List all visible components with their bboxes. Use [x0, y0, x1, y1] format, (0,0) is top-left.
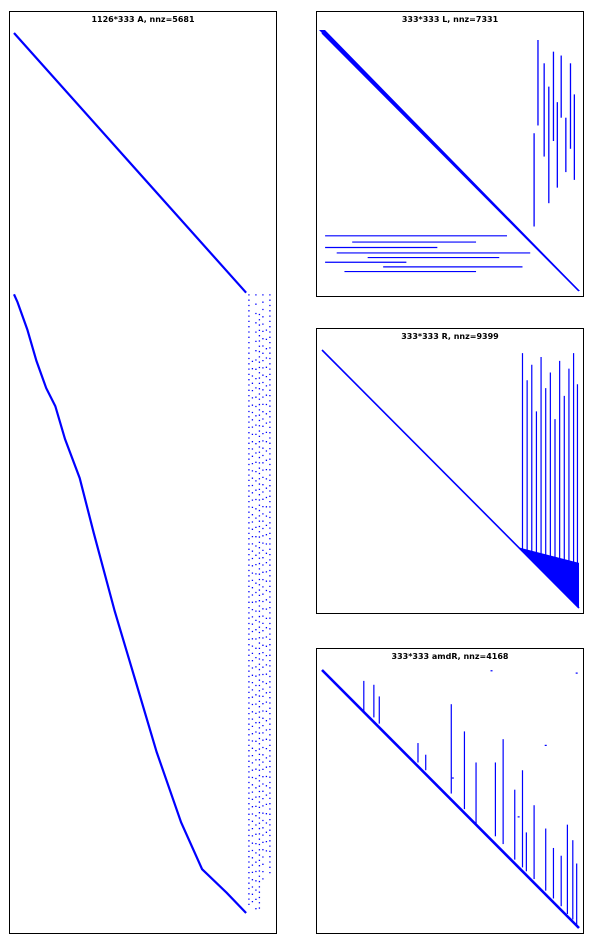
A-lower-curve: [12, 293, 247, 914]
amdR-floating-dot-4: [517, 816, 520, 818]
amdR-floating-dot-3: [451, 777, 454, 779]
amdR-floating-dot-0: [490, 670, 493, 672]
amdR-diagonal: [321, 669, 580, 929]
spy-plot-amdR-title: 333*333 amdR, nnz=4168: [391, 652, 509, 661]
amdR-floating-dot-1: [575, 672, 578, 674]
spy-plot-L-title: 333*333 L, nnz=7331: [401, 15, 499, 24]
spy-plot-amdR-canvas: [321, 669, 580, 929]
amdR-floating-dot-2: [544, 744, 547, 746]
spy-plot-A-title: 1126*333 A, nnz=5681: [91, 15, 195, 24]
spy-plot-amdR: 333*333 amdR, nnz=4168: [316, 648, 584, 934]
spy-plot-L: 333*333 L, nnz=7331: [316, 11, 584, 297]
spy-plot-A: 1126*333 A, nnz=5681: [9, 11, 277, 934]
spy-plot-R-title: 333*333 R, nnz=9399: [401, 332, 499, 341]
spy-plot-A-canvas: [12, 32, 271, 914]
L-diagonal-line: [321, 32, 580, 292]
spy-plot-R: 333*333 R, nnz=9399: [316, 328, 584, 614]
spy-plot-L-canvas: [319, 30, 580, 292]
spy-plot-R-canvas: [321, 349, 580, 609]
A-upper-diagonal: [13, 32, 247, 294]
